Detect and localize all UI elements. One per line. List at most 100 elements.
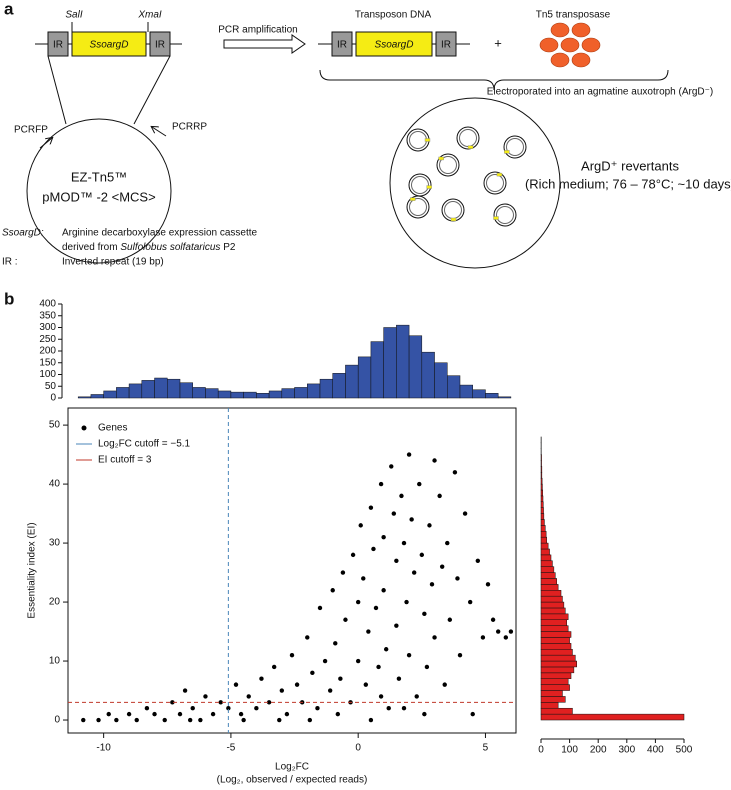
point [457, 652, 463, 658]
bar [485, 393, 499, 399]
ir-box [331, 31, 353, 57]
point [218, 700, 223, 705]
point [233, 682, 239, 687]
point [462, 511, 468, 516]
bar [459, 384, 473, 399]
bar [408, 335, 423, 399]
y-axis-label: Essentiality index (EI) [27, 522, 38, 618]
connector [47, 55, 67, 125]
bar [540, 554, 552, 562]
panel-label: b [4, 289, 14, 308]
point [152, 711, 157, 717]
insert [504, 150, 510, 154]
y-tick-label: 200 [39, 346, 56, 357]
bar [90, 394, 104, 399]
cell [493, 203, 517, 227]
insert [450, 217, 457, 222]
ir-label: IR [337, 40, 347, 51]
cell [436, 153, 460, 177]
bar [540, 607, 566, 615]
point [378, 694, 384, 699]
point [327, 688, 333, 693]
point [417, 481, 422, 487]
point [503, 635, 509, 640]
point [485, 582, 491, 587]
gene-box [71, 31, 147, 57]
cell-inner [506, 138, 524, 156]
point [508, 629, 514, 634]
bar [540, 625, 569, 632]
point [383, 647, 389, 652]
point [310, 670, 315, 676]
point [386, 706, 391, 711]
point [470, 711, 475, 717]
bar [540, 590, 562, 597]
point [198, 717, 203, 723]
point [396, 676, 402, 681]
bar [540, 531, 547, 538]
primer-label: PCRRP [172, 122, 207, 133]
bar [540, 690, 563, 697]
point [361, 576, 366, 581]
point [271, 664, 277, 670]
bar [540, 702, 559, 709]
brace [319, 69, 669, 91]
point [368, 505, 374, 510]
point [401, 706, 407, 711]
legend-label: Genes [98, 423, 127, 434]
cell-inner [459, 129, 477, 147]
bar [540, 584, 559, 591]
plot-frame [67, 407, 517, 734]
y-tick-label: 10 [49, 656, 61, 667]
point [284, 711, 290, 717]
bar [540, 466, 543, 473]
point [445, 540, 450, 546]
point [422, 611, 427, 617]
point [447, 617, 453, 622]
bar [540, 654, 576, 662]
y-tick-label: 150 [39, 357, 56, 368]
point [432, 635, 437, 640]
result-label: (Rich medium; 76 – 78°C; ~10 days) [525, 176, 731, 191]
point [96, 717, 101, 723]
point [335, 711, 341, 717]
step-label: PCR amplification [218, 25, 297, 36]
bar [268, 390, 283, 399]
plasmid-name: pMOD™ -2 <MCS> [42, 189, 155, 204]
point [381, 588, 386, 593]
point [394, 558, 399, 563]
ir-label: IR [155, 40, 165, 51]
point [432, 458, 437, 463]
y-tick-label: 250 [39, 334, 56, 345]
ir-label: IR [53, 40, 63, 51]
cells [406, 126, 527, 227]
cell [441, 198, 465, 222]
x-tick-label: 5 [483, 743, 489, 754]
bar [540, 542, 549, 550]
primer-arrow [39, 138, 52, 149]
x-tick-label: 300 [618, 745, 635, 756]
point [294, 682, 300, 687]
x-tick-label: 500 [676, 745, 693, 756]
bar [167, 378, 181, 399]
y-tick-label: 400 [39, 299, 56, 310]
point [399, 493, 404, 499]
point [338, 676, 343, 681]
bar [230, 391, 244, 399]
cell-inner [439, 156, 457, 174]
point [411, 570, 417, 575]
bar [77, 396, 92, 399]
point [226, 706, 231, 711]
bar [192, 387, 206, 399]
point [455, 576, 460, 581]
cell-inner [486, 174, 504, 192]
bar [447, 375, 461, 399]
bar [179, 382, 193, 399]
bar [345, 364, 359, 399]
point [427, 523, 432, 528]
point [144, 706, 150, 711]
bar [497, 396, 512, 399]
point [371, 546, 376, 552]
bar [332, 373, 346, 399]
